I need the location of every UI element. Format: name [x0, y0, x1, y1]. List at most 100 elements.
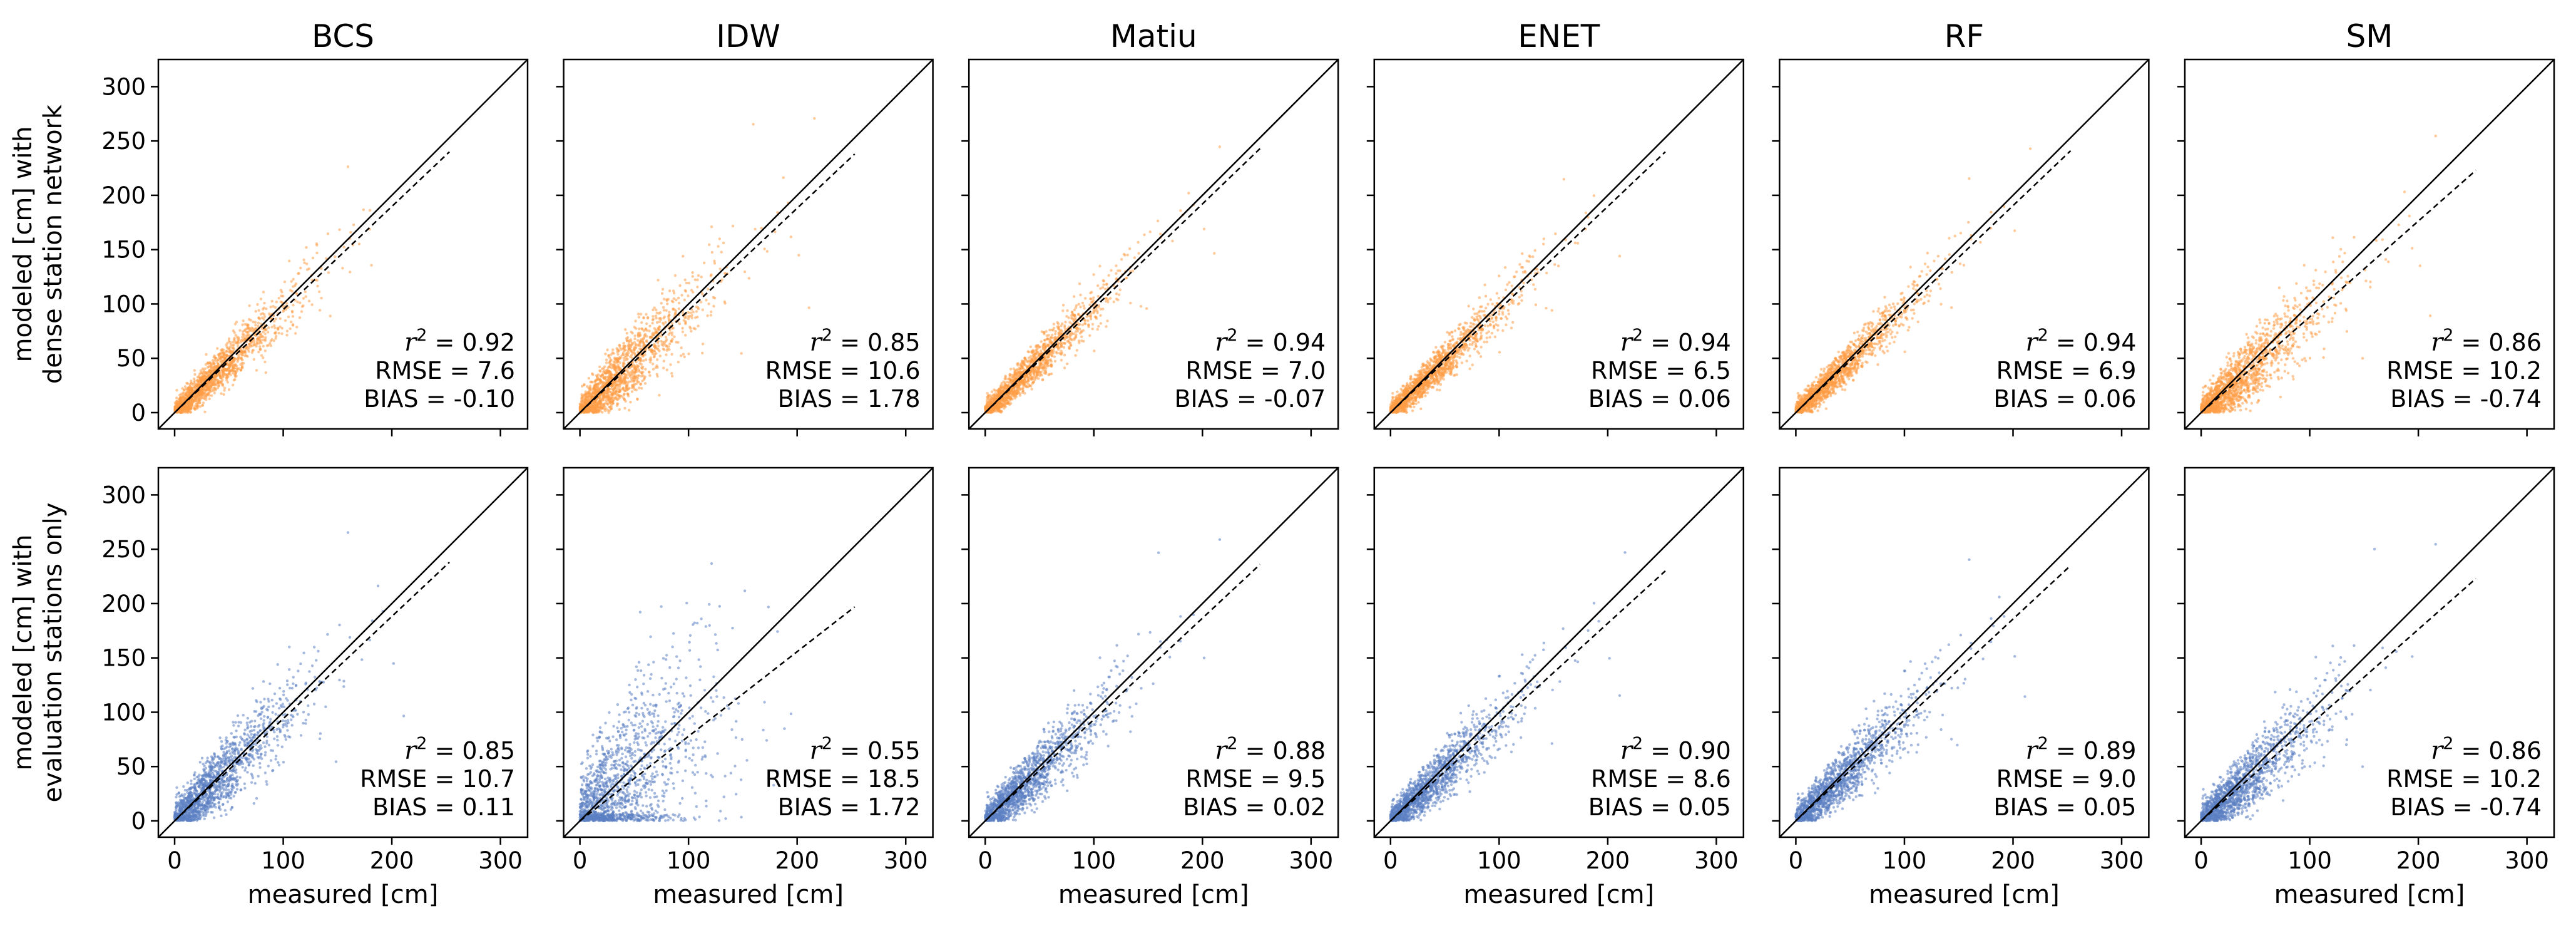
data-point [618, 346, 621, 349]
data-point [248, 329, 252, 332]
data-point [611, 401, 615, 405]
data-point [643, 334, 647, 337]
data-point [998, 401, 1001, 404]
data-point [670, 374, 674, 378]
data-point [270, 326, 273, 329]
data-point [174, 403, 178, 406]
data-point [262, 344, 265, 348]
data-point [598, 387, 601, 390]
data-point [627, 340, 630, 343]
data-point [1061, 304, 1065, 307]
data-point [1078, 341, 1081, 344]
data-point [187, 405, 190, 408]
data-point [225, 376, 228, 380]
data-point [610, 376, 613, 379]
data-point [1095, 307, 1098, 311]
data-point [314, 278, 317, 282]
data-point [628, 408, 631, 412]
data-point [1002, 389, 1006, 392]
data-point [684, 334, 687, 337]
data-point [1045, 330, 1048, 333]
data-point [1061, 309, 1065, 312]
data-point [1053, 339, 1056, 343]
data-point [675, 298, 678, 302]
data-point [1044, 372, 1047, 375]
data-point [593, 404, 597, 407]
data-point [618, 394, 621, 397]
data-point [269, 339, 273, 343]
data-point [247, 350, 250, 353]
data-point [241, 323, 244, 326]
data-point [1218, 145, 1222, 148]
data-point [743, 270, 747, 274]
data-point [630, 356, 633, 359]
data-point [605, 399, 608, 402]
data-point [1026, 376, 1030, 379]
data-point [1078, 327, 1081, 331]
data-point [701, 343, 705, 346]
data-point [225, 345, 228, 348]
data-point [688, 315, 692, 318]
data-point [1051, 329, 1055, 332]
data-point [217, 381, 220, 385]
data-point [637, 381, 640, 384]
data-point [270, 299, 273, 303]
data-point [697, 324, 700, 327]
data-point [1031, 351, 1034, 354]
data-point [1117, 298, 1120, 302]
data-point [997, 406, 1000, 410]
data-point [633, 334, 636, 338]
identity-line [563, 59, 933, 429]
data-point [260, 354, 263, 357]
data-point [1088, 314, 1091, 317]
data-point [681, 327, 684, 330]
data-point [665, 368, 668, 371]
data-point [672, 289, 675, 292]
data-point [1476, 350, 1480, 353]
data-point [645, 334, 648, 338]
data-point [298, 316, 302, 319]
data-point [311, 256, 315, 260]
data-point [650, 348, 653, 351]
data-point [197, 393, 200, 396]
data-point [279, 300, 283, 304]
data-point [622, 388, 626, 391]
data-point [1553, 263, 1556, 266]
data-point [1045, 359, 1049, 362]
data-point [1096, 295, 1100, 298]
data-point [206, 366, 210, 369]
data-point [593, 392, 596, 395]
data-point [262, 306, 265, 309]
data-point [789, 235, 793, 239]
stat-rmse: RMSE = 10.6 [765, 357, 921, 384]
data-point [268, 342, 272, 345]
data-point [1043, 356, 1046, 359]
data-point [1080, 335, 1083, 338]
data-point [259, 297, 263, 301]
data-point [273, 306, 277, 309]
data-point [618, 378, 621, 381]
data-point [607, 375, 610, 378]
data-point [645, 322, 648, 326]
data-point [628, 347, 631, 350]
data-point [193, 381, 196, 384]
data-point [687, 311, 690, 314]
data-point [1043, 362, 1046, 365]
data-point [606, 409, 610, 412]
data-point [1016, 371, 1020, 374]
data-point [667, 314, 671, 317]
data-point [605, 369, 608, 372]
data-point [684, 316, 688, 319]
fit-line [984, 148, 1261, 413]
data-point [653, 306, 656, 309]
data-point [656, 341, 660, 344]
data-point [630, 390, 634, 393]
data-point [599, 369, 602, 373]
data-point [640, 372, 644, 375]
data-point [213, 391, 216, 394]
data-point [653, 327, 656, 330]
data-point [591, 401, 595, 405]
data-point [999, 410, 1002, 413]
data-point [763, 247, 766, 250]
